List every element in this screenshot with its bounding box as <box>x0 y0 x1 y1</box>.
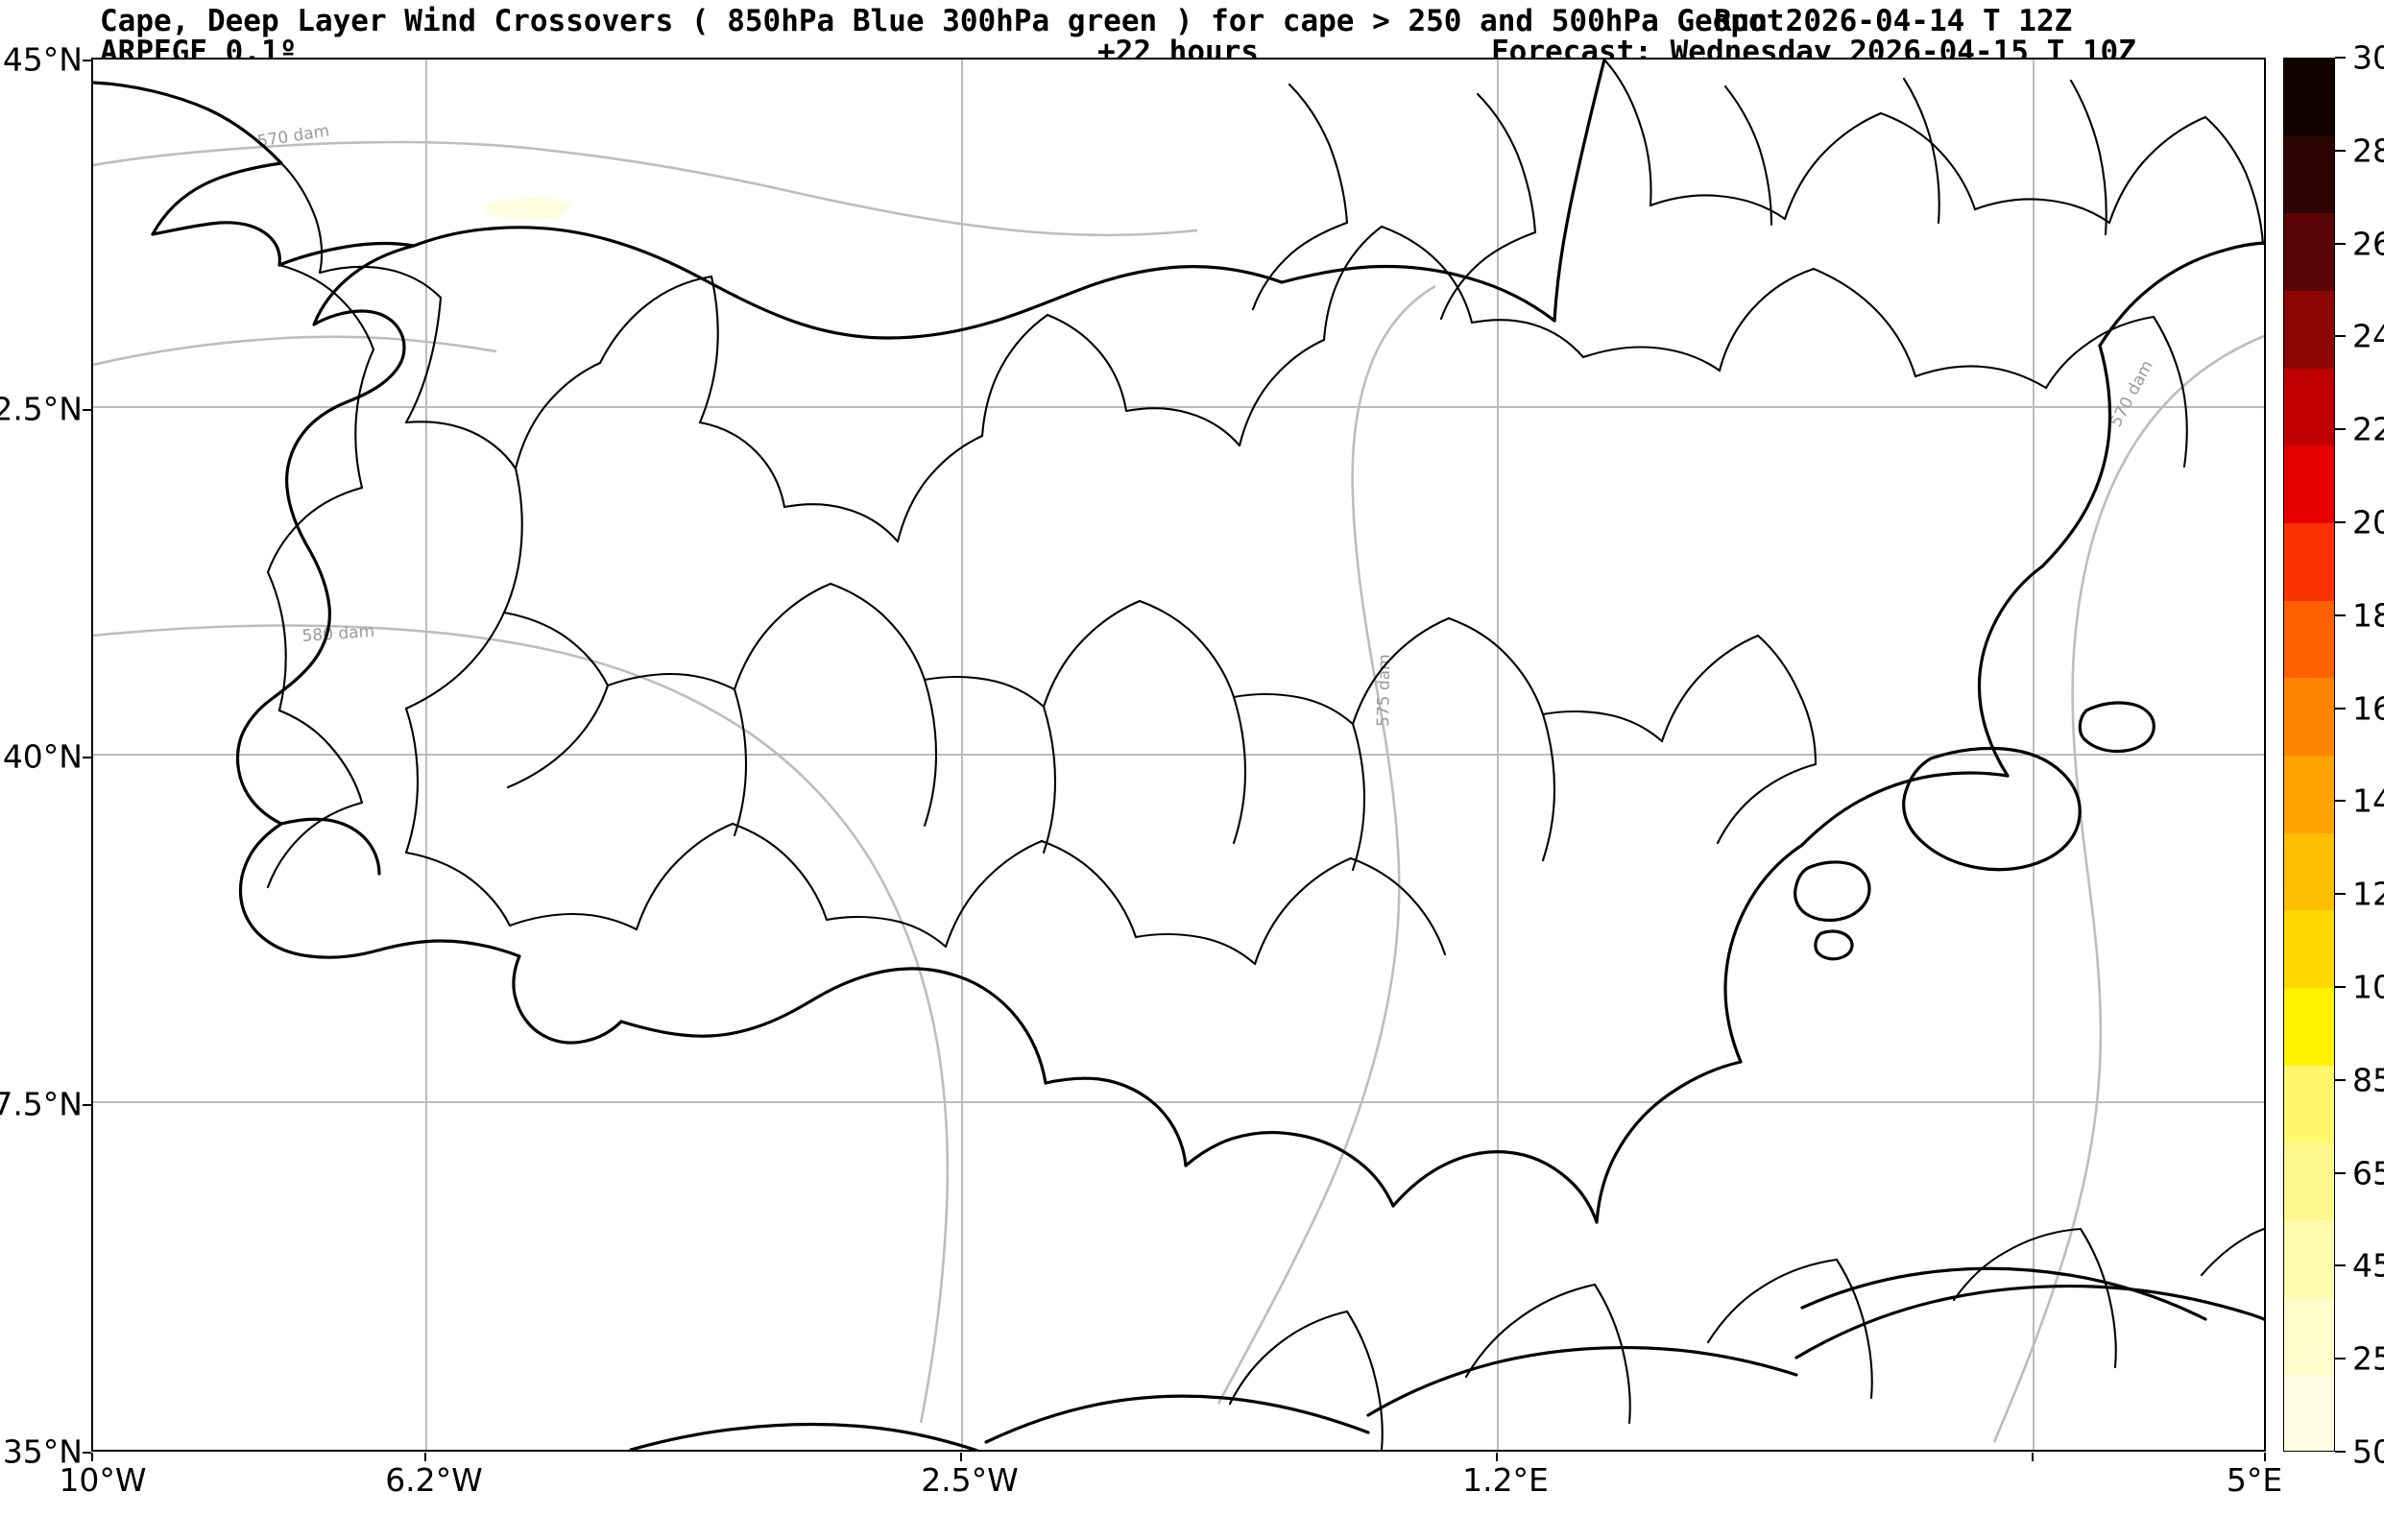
administrative-boundaries-layer <box>266 60 2264 1450</box>
colorbar-tick-label: 1450 <box>2352 782 2384 820</box>
colorbar-tick-label: 2450 <box>2352 317 2384 355</box>
y-tickmark <box>83 757 91 758</box>
y-tickmark <box>83 409 91 411</box>
colorbar-tick-label: 1250 <box>2352 875 2384 913</box>
colorbar-band <box>2284 755 2334 833</box>
cape-shading-layer <box>485 197 573 221</box>
colorbar-tick-label: 2850 <box>2352 132 2384 170</box>
colorbar-tickmark <box>2335 707 2346 710</box>
colorbar-tickmark <box>2335 521 2346 523</box>
map-canvas: 570 dam 580 dam 575 dam 570 dam <box>93 60 2264 1450</box>
colorbar-tickmark <box>2335 335 2346 338</box>
colorbar-tickmark <box>2335 57 2346 59</box>
colorbar-band <box>2284 522 2334 601</box>
x-tickmark <box>2032 1453 2034 1461</box>
x-tickmark <box>2264 1453 2266 1461</box>
colorbar-band <box>2284 213 2334 291</box>
y-tick-text: 45°N <box>2 40 83 79</box>
colorbar-band <box>2284 1065 2334 1143</box>
x-tick-label: 6.2°W <box>385 1461 483 1499</box>
colorbar-band <box>2284 1143 2334 1220</box>
colorbar-tickmark <box>2335 986 2346 988</box>
colorbar-tick-label: 3050 <box>2352 38 2384 77</box>
y-tickmark <box>83 1104 91 1106</box>
colorbar-tickmark <box>2335 1171 2346 1174</box>
y-tick-label: 37.5°N <box>0 1086 193 1123</box>
colorbar-band <box>2284 910 2334 988</box>
colorbar-tick-label: 2650 <box>2352 225 2384 263</box>
grid-lines <box>93 60 2264 1450</box>
colorbar-band <box>2284 1219 2334 1298</box>
colorbar-band <box>2284 832 2334 911</box>
colorbar-tickmark <box>2335 1451 2346 1453</box>
y-tick-text: 37.5°N <box>0 1085 83 1123</box>
colorbar-tick-label: 650 <box>2352 1154 2384 1192</box>
cape-colorbar[interactable] <box>2283 58 2335 1452</box>
colorbar-tick-label: 250 <box>2352 1339 2384 1378</box>
y-tick-label: 42.5°N <box>0 391 193 428</box>
colorbar-band <box>2284 135 2334 214</box>
x-tickmark <box>91 1453 93 1461</box>
colorbar-tick-label: 1650 <box>2352 689 2384 728</box>
colorbar-tick-label: 2250 <box>2352 410 2384 448</box>
svg-text:580 dam: 580 dam <box>301 622 375 646</box>
y-tick-label: 35°N <box>3 1433 162 1471</box>
y-tick-label: 40°N <box>3 738 162 776</box>
colorbar-tick-label: 1850 <box>2352 596 2384 635</box>
y-tick-text: 40°N <box>2 737 83 776</box>
coastline-layer <box>93 60 2264 1450</box>
y-tick-text: 42.5°N <box>0 390 83 428</box>
colorbar-band <box>2284 290 2334 369</box>
y-tickmark <box>83 60 91 61</box>
x-tick-label: 5°E <box>2226 1461 2283 1499</box>
x-tick-label: 10°W <box>59 1461 147 1499</box>
colorbar-band <box>2284 59 2334 136</box>
colorbar-tickmark <box>2335 1358 2346 1360</box>
colorbar-band <box>2284 1297 2334 1376</box>
colorbar-tick-label: 2050 <box>2352 503 2384 541</box>
geopotential-contours <box>93 140 2264 1443</box>
colorbar-tickmark <box>2335 893 2346 896</box>
colorbar-tick-label: 50 <box>2352 1432 2384 1471</box>
colorbar-tick-label: 1050 <box>2352 968 2384 1006</box>
y-tick-text: 35°N <box>2 1432 83 1471</box>
x-tickmark <box>424 1453 426 1461</box>
colorbar-tickmark <box>2335 614 2346 616</box>
chart-title-run: Run 2026-04-14 T 12Z <box>1714 4 2073 38</box>
colorbar-band <box>2284 445 2334 523</box>
colorbar-tick-label: 450 <box>2352 1246 2384 1285</box>
svg-text:570 dam: 570 dam <box>2107 357 2157 430</box>
colorbar-tick-label: 850 <box>2352 1061 2384 1099</box>
colorbar-tickmark <box>2335 1264 2346 1267</box>
svg-text:570 dam: 570 dam <box>256 121 331 152</box>
colorbar-tickmark <box>2335 242 2346 245</box>
colorbar-band <box>2284 368 2334 446</box>
colorbar-band <box>2284 1375 2334 1451</box>
y-tick-label: 45°N <box>3 41 162 79</box>
x-tickmark <box>1496 1453 1498 1461</box>
x-tick-label: 1.2°E <box>1462 1461 1549 1499</box>
colorbar-tickmark <box>2335 1078 2346 1081</box>
colorbar-band <box>2284 987 2334 1066</box>
chart-title-main: Cape, Deep Layer Wind Crossovers ( 850hP… <box>100 4 1785 38</box>
colorbar-band <box>2284 678 2334 756</box>
colorbar-band <box>2284 600 2334 679</box>
map-plot-area[interactable]: 570 dam 580 dam 575 dam 570 dam <box>91 58 2266 1452</box>
y-tickmark <box>83 1452 91 1454</box>
colorbar-tickmark <box>2335 428 2346 431</box>
x-tickmark <box>960 1453 962 1461</box>
colorbar-tickmark <box>2335 149 2346 152</box>
colorbar-tickmark <box>2335 800 2346 803</box>
x-tick-label: 2.5°W <box>921 1461 1019 1499</box>
